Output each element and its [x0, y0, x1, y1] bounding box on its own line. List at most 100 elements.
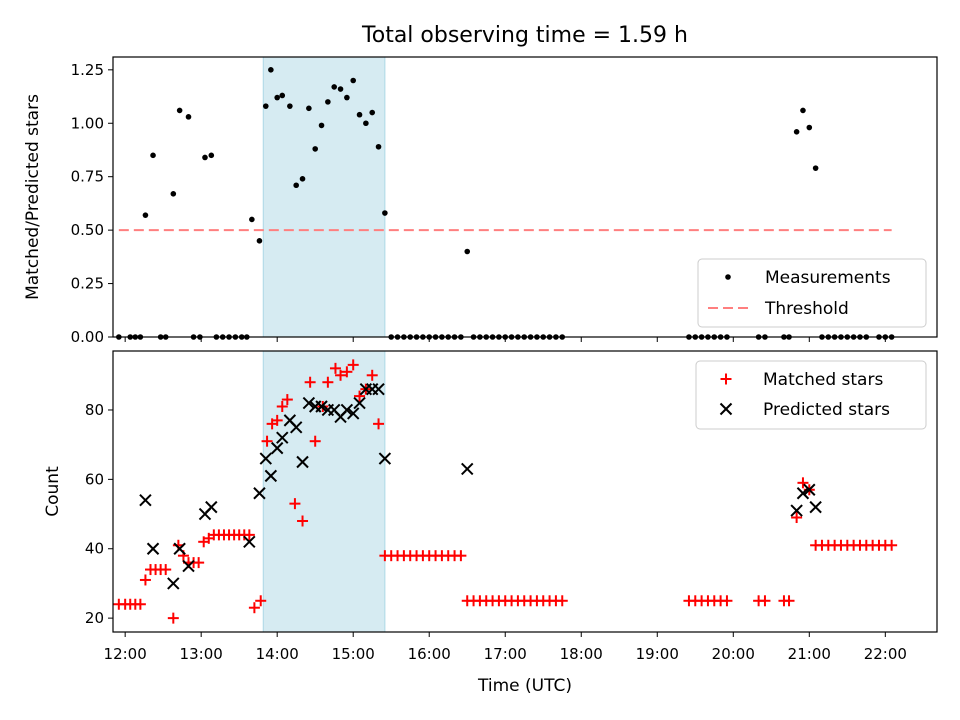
chart-title: Total observing time = 1.59 h [361, 23, 688, 48]
x-tick-label: 18:00 [560, 645, 603, 663]
matched-star-point [248, 602, 260, 614]
top-panel: 0.00 0.25 0.50 0.75 1.00 1.25 Total observing… [23, 23, 938, 346]
matched-star-point [329, 362, 341, 374]
predicted-star-point [378, 452, 392, 465]
y-tick-label: 1.00 [71, 114, 104, 132]
y-tick-label: 80 [85, 401, 104, 419]
matched-star-point [783, 595, 795, 607]
measurement-point [369, 109, 376, 116]
predicted-star-point [809, 500, 822, 514]
predicted-star-x-b [790, 504, 803, 517]
matched-star-point [556, 595, 568, 607]
matched-star-point [341, 366, 353, 378]
measurement-point [325, 99, 331, 105]
x-tick-label: 13:00 [180, 645, 223, 663]
predicted-star-point [253, 487, 266, 500]
matched-star-point [309, 435, 321, 447]
top-axes-frame [112, 56, 938, 338]
predicted-star-x-b [372, 382, 385, 396]
matched-star-point [354, 390, 366, 402]
matched-star-point [797, 477, 809, 489]
x-tick-label: 12:00 [104, 645, 147, 663]
matched-star-point [271, 414, 283, 426]
x-axis-label: Time (UTC) [477, 676, 572, 696]
matched-star-point [886, 539, 898, 551]
measurement-point [299, 176, 306, 182]
predicted-star-point [353, 396, 366, 410]
y-tick-label: 60 [85, 470, 104, 488]
measurement-point [249, 216, 255, 223]
matched-star-point [322, 376, 334, 388]
legend-predicted-label: Predicted stars [763, 400, 890, 420]
matched-star-point [255, 595, 267, 607]
legend-threshold-label: Threshold [764, 299, 849, 319]
predicted-star-point [803, 483, 816, 496]
predicted-star-x-b [719, 402, 733, 416]
predicted-star-x-b [327, 403, 341, 417]
predicted-star-point [296, 455, 309, 469]
predicted-star-point [173, 542, 186, 555]
predicted-star-point [796, 487, 810, 500]
predicted-star-point [139, 493, 152, 507]
measurement-point [375, 143, 382, 150]
measurement-point [356, 111, 363, 118]
y-tick-label: 40 [85, 540, 104, 558]
predicted-star-x-b [296, 455, 309, 469]
predicted-star-point [790, 504, 803, 517]
matched-star-point [791, 512, 803, 524]
measurement-point [287, 103, 293, 109]
measurement-point [800, 107, 806, 114]
measurement-point [170, 190, 177, 197]
matched-star-point [276, 401, 288, 413]
measurement-point [331, 84, 338, 90]
matched-star-point [160, 564, 172, 576]
bottom-axes-frame [112, 350, 938, 633]
measurement-point [268, 67, 274, 73]
y-tick-label: 0.50 [71, 221, 104, 239]
predicted-star-point [264, 469, 278, 483]
measurement-point [382, 210, 388, 216]
matched-star-point [373, 418, 385, 430]
legend-measurements-label: Measurements [765, 268, 891, 288]
measurement-point [202, 154, 208, 161]
x-tick-label: 20:00 [712, 645, 755, 663]
measurement-point [274, 94, 280, 101]
predicted-star-x-b [283, 414, 297, 427]
matched-star-point [347, 359, 359, 371]
x-tick-label: 17:00 [484, 645, 527, 663]
predicted-star-x-b [346, 407, 360, 420]
matched-star-point [297, 515, 309, 527]
matched-star-point [261, 435, 273, 447]
y-tick-label: 20 [85, 609, 104, 627]
matched-star-point [193, 557, 205, 569]
predicted-star-x-b [270, 441, 284, 455]
y-tick-label: 1.25 [71, 61, 104, 79]
predicted-star-x-b [264, 469, 278, 483]
predicted-star-point [270, 441, 284, 455]
legend-matched-plus [720, 373, 732, 385]
predicted-star-point [276, 431, 289, 444]
matched-star-point [304, 376, 316, 388]
matched-star-point [281, 394, 293, 406]
predicted-star-x-b [259, 452, 272, 465]
predicted-star-point [243, 535, 256, 549]
predicted-star-point [167, 577, 180, 590]
top-y-axis-label: Matched/Predicted stars [23, 94, 43, 300]
predicted-star-x-b [809, 500, 822, 514]
measurement-point [208, 152, 215, 159]
measurement-point [312, 146, 318, 152]
measurement-point [337, 86, 344, 92]
matched-stars-points [113, 359, 898, 624]
predicted-star-x-b [461, 462, 474, 476]
legend-measurements-marker [725, 274, 731, 280]
measurement-point [262, 103, 269, 109]
predicted-star-x-b [378, 452, 392, 465]
predicted-star-point [346, 407, 360, 420]
y-tick-label: 0.00 [71, 328, 104, 346]
predicted-star-point [146, 542, 160, 555]
measurement-point [150, 152, 156, 159]
predicted-star-x-b [182, 559, 195, 573]
top-legend: Measurements Threshold [697, 258, 927, 328]
